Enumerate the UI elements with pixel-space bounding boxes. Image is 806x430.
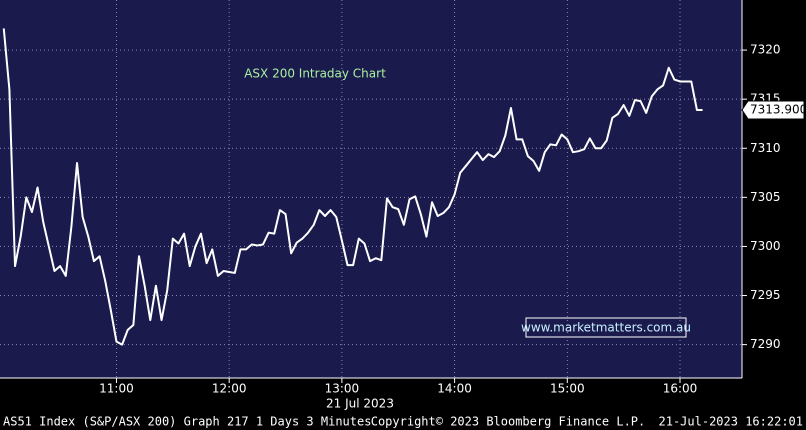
- x-tick-label: 16:00: [663, 382, 698, 396]
- x-tick-label: 13:00: [325, 382, 360, 396]
- watermark: www.marketmatters.com.au: [521, 321, 691, 335]
- footer-center: Copyright© 2023 Bloomberg Finance L.P.: [371, 415, 646, 429]
- plot-area: [0, 0, 742, 378]
- chart-title: ASX 200 Intraday Chart: [244, 67, 386, 81]
- x-tick-label: 12:00: [212, 382, 247, 396]
- y-tick-label: 7295: [750, 288, 781, 302]
- last-value-label: 7313.900: [750, 102, 806, 116]
- date-label: 21 Jul 2023: [326, 397, 394, 411]
- watermark-box: [525, 317, 687, 338]
- y-tick-label: 7290: [750, 337, 781, 351]
- footer-right: 21-Jul-2023 16:22:01: [659, 415, 804, 429]
- price-line: [2, 28, 703, 346]
- y-tick-label: 7310: [750, 141, 781, 155]
- x-tick-label: 14:00: [437, 382, 472, 396]
- x-tick-label: 11:00: [99, 382, 134, 396]
- last-value-marker: [741, 100, 805, 120]
- x-tick-label: 15:00: [550, 382, 585, 396]
- y-tick-label: 7300: [750, 239, 781, 253]
- footer-left: AS51 Index (S&P/ASX 200) Graph 217 1 Day…: [3, 415, 371, 429]
- y-tick-label: 7305: [750, 190, 781, 204]
- y-tick-label: 7320: [750, 43, 781, 57]
